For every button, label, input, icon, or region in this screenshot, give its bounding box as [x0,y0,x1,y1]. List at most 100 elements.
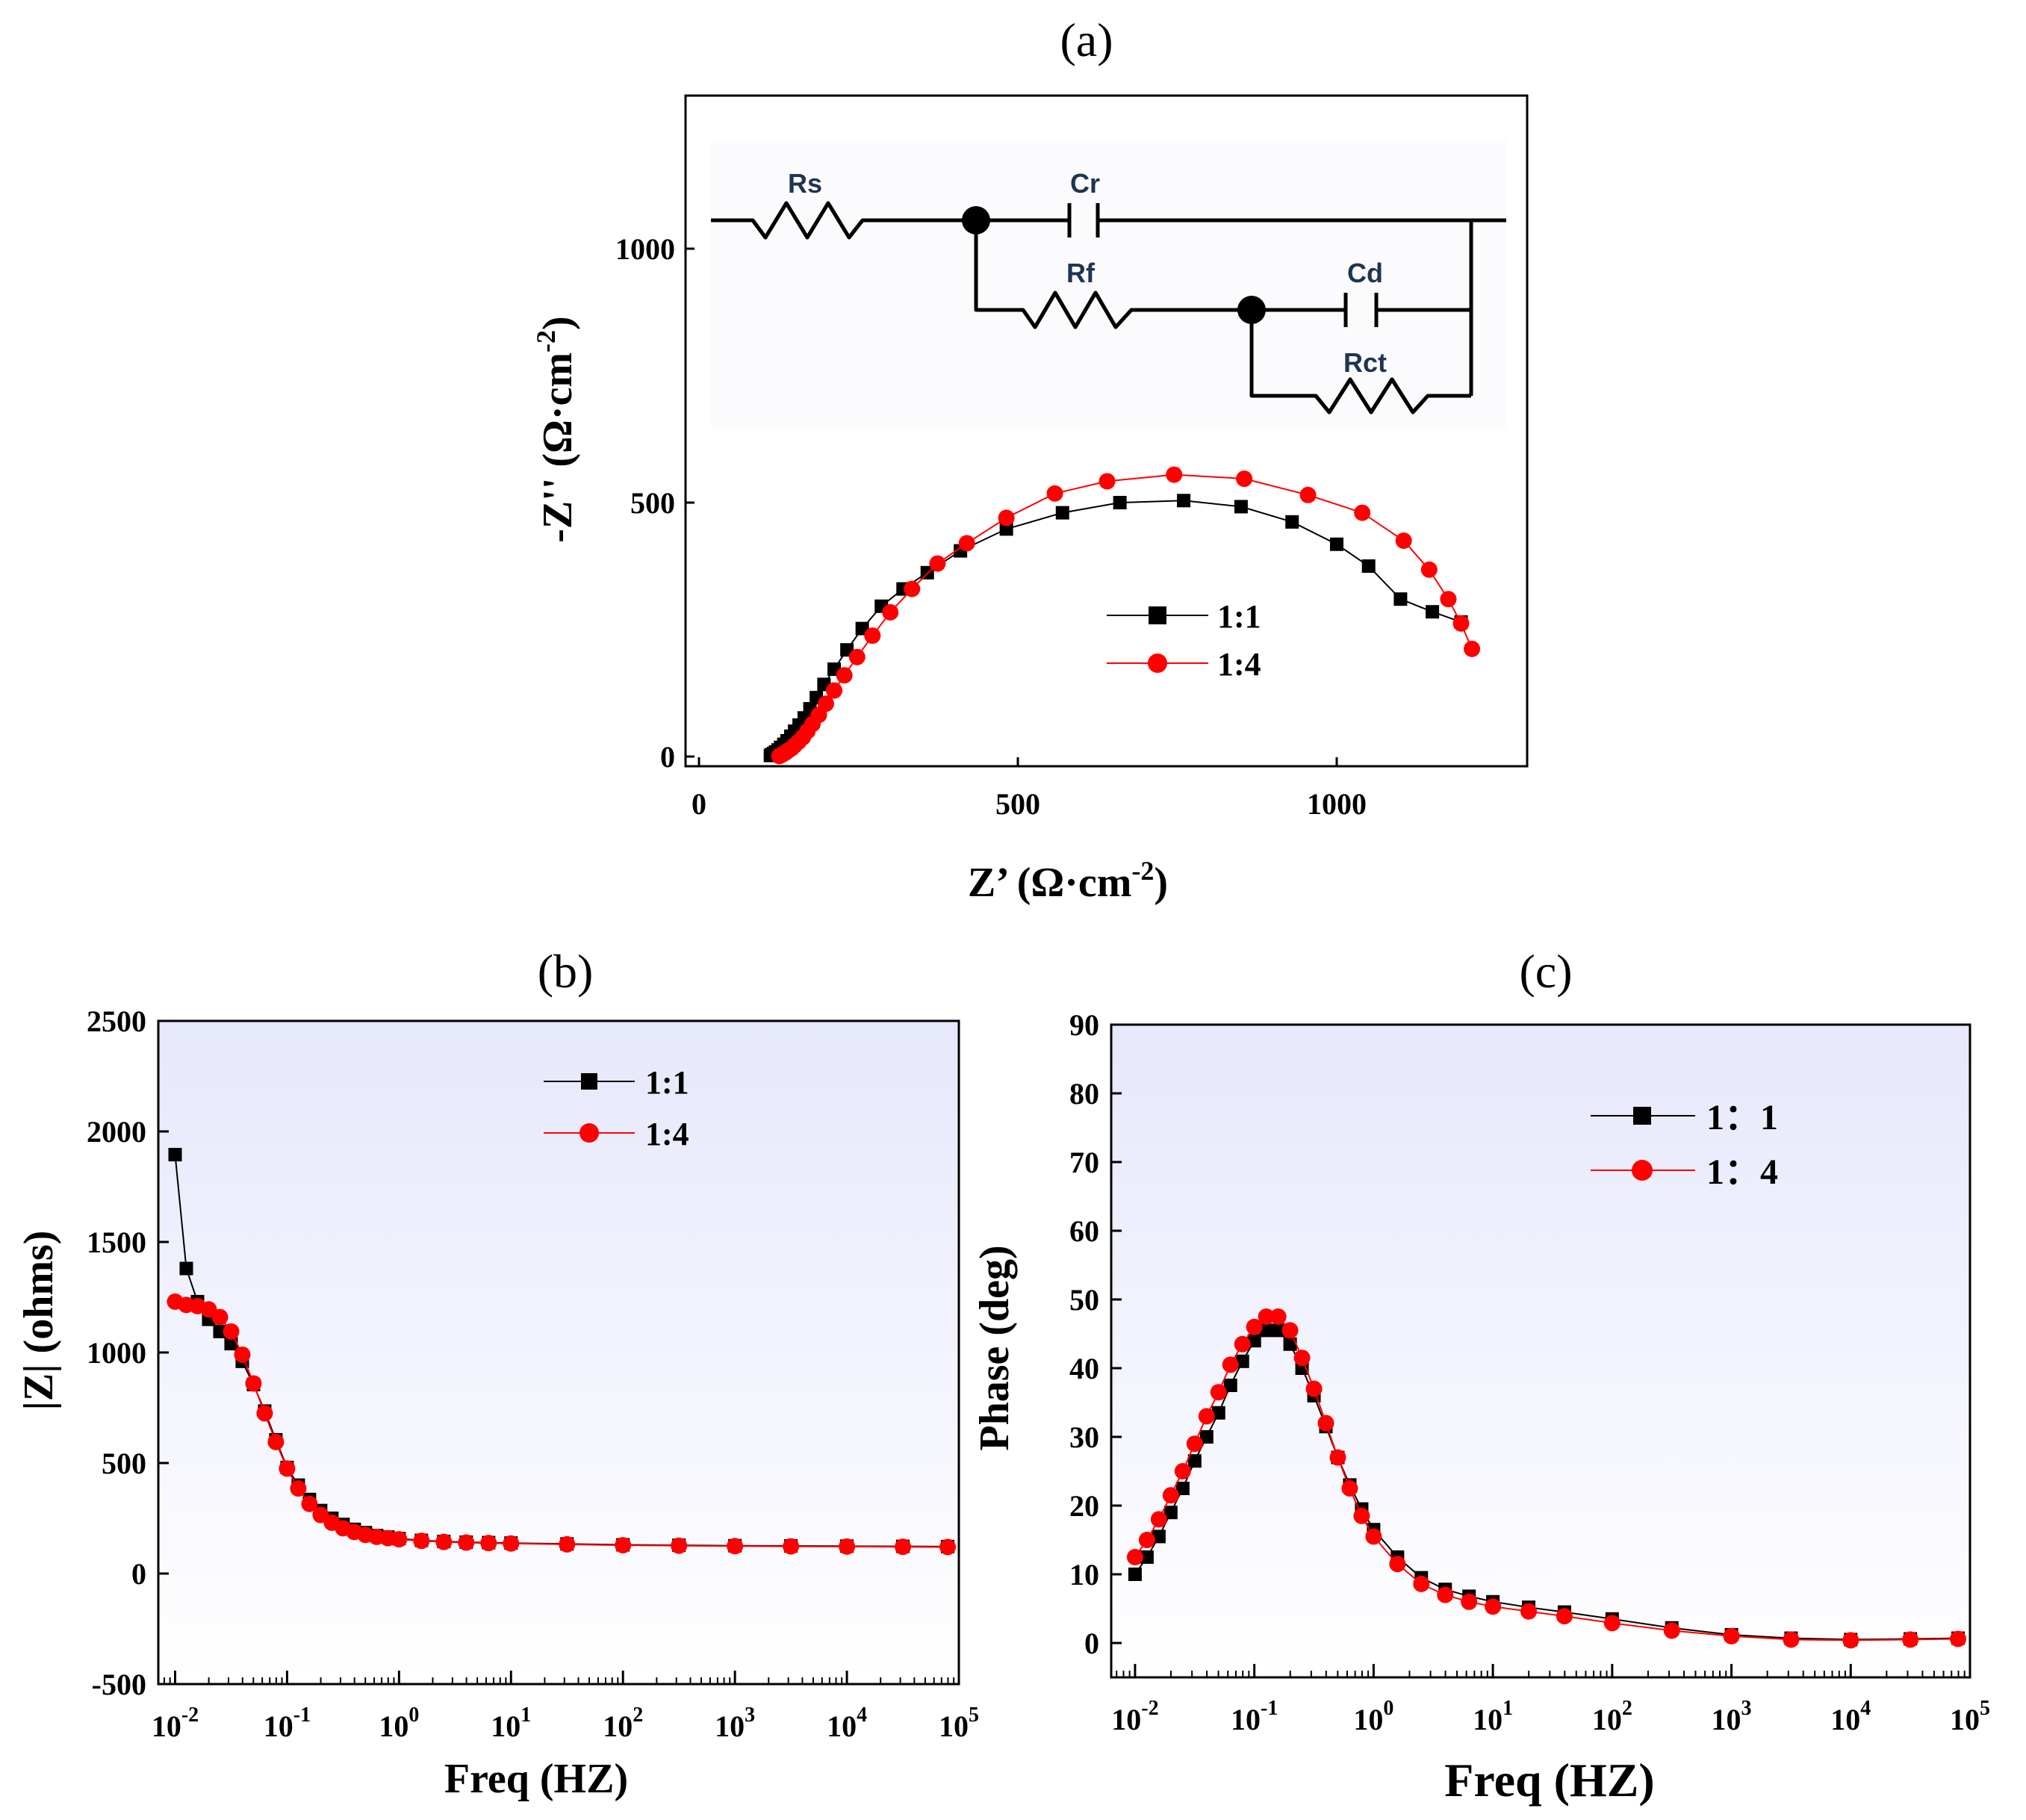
data-point-circle [1452,615,1470,632]
data-point-square [1223,1379,1237,1392]
panel-a-label: (a) [1060,13,1113,66]
x-tick-label: 100 [379,1703,419,1743]
data-point-circle [848,648,866,665]
data-point-circle [279,1460,296,1477]
data-point-circle [1305,1380,1323,1397]
data-point-square [1426,605,1440,619]
panel-a-x-tick-label: 500 [995,787,1040,821]
data-point-square [1234,500,1248,514]
data-point-square [1177,494,1191,508]
data-point-circle [1186,1435,1203,1453]
data-point-circle [939,1538,957,1556]
data-point-circle [1461,1593,1478,1610]
x-tick-label: 103 [1712,1697,1752,1736]
data-point-circle [1150,1511,1167,1528]
x-tick-label: 101 [491,1703,531,1743]
data-point-circle [1365,1528,1382,1545]
data-point-circle [1353,1507,1370,1524]
resistor-rct-icon [1314,377,1429,414]
data-point-circle [458,1534,475,1551]
panel-b-label: (b) [538,945,594,998]
y-tick-label: 50 [1069,1283,1099,1317]
legend-marker-circle-icon [1632,1160,1653,1181]
data-point-circle [1420,561,1438,578]
data-point-circle [615,1537,632,1554]
data-point-circle [1329,1449,1346,1466]
panel-c-plot-frame [1110,1023,1971,1679]
x-tick-label: 105 [939,1703,979,1743]
data-point-circle [1663,1622,1680,1639]
panel-a-ticks: 0 500 1000 0 500 1000 [615,232,1367,821]
circuit-label-rct: Rct [1343,347,1387,378]
data-point-circle [1413,1575,1430,1592]
data-point-circle [929,555,946,572]
y-tick-label: 2000 [87,1115,146,1149]
y-tick-label: 20 [1069,1489,1099,1523]
data-point-square [999,522,1013,536]
panel-a: (a) 0 500 1000 0 500 [531,13,1529,906]
panel-c-plot-area [1111,1025,1970,1677]
data-point-circle [1099,473,1116,490]
x-tick-label: 10-1 [1231,1697,1278,1736]
data-point-circle [1842,1632,1859,1649]
data-point-circle [1783,1631,1800,1648]
data-point-circle [1246,1318,1263,1335]
data-point-square [1211,1406,1225,1420]
data-point-circle [1485,1598,1502,1615]
panel-b-x-axis-title: Freq (HZ) [444,1756,628,1802]
panel-a-y-axis-title: -Z'' (Ω·cm-2) [531,316,581,542]
data-point-square [1113,496,1127,509]
x-tick-label: 103 [715,1703,755,1743]
data-point-square [1271,1323,1285,1338]
x-tick-label: 100 [1353,1697,1393,1736]
panel-b: (b) 10-2 10-1 100 101 102 103 104 105 -500 0 500 10… [16,945,979,1802]
panel-a-x-axis-title-sup: -2 [1131,856,1154,886]
x-tick-label: 102 [603,1703,643,1743]
data-point-circle [1440,591,1457,608]
data-point-circle [480,1535,497,1552]
panel-c-legend: 1：1 1：4 [1591,1098,1778,1192]
data-point-circle [1464,640,1481,657]
panel-a-x-tick-1000: 1000 [1307,757,1367,821]
panel-c: (c) 10-2 10-1 100 101 102 103 104 105 0 10 20 30 40 5… [972,945,1990,1807]
data-point-circle [267,1433,285,1450]
data-point-square [1361,559,1376,573]
panel-c-label: (c) [1519,945,1572,998]
y-tick-label: -500 [92,1668,146,1701]
data-point-circle [1281,1322,1299,1339]
circuit-diagram: Rs Cr Rf Cd Rct [711,140,1506,429]
x-tick-label: 104 [827,1703,867,1743]
panel-c-ticks: 10-2 10-1 100 101 102 103 104 105 0 10 20 30 40 50 60 7… [1069,1008,1990,1736]
data-point-square [1283,1337,1297,1351]
panel-a-y-tick-0: 0 [660,740,695,774]
y-tick-label: 60 [1069,1214,1099,1248]
y-tick-label: 80 [1069,1077,1099,1111]
panel-b-data [167,1148,957,1556]
y-tick-label: 10 [1069,1558,1099,1591]
data-point-circle [1222,1356,1239,1373]
data-point-circle [1603,1615,1621,1632]
data-point-square [213,1324,227,1338]
data-point-circle [817,695,834,712]
panel-a-x-tick-500: 500 [995,757,1040,821]
circuit-label-cr: Cr [1070,168,1100,199]
data-point-circle [1389,1556,1406,1573]
x-tick-label: 105 [1950,1697,1990,1736]
legend-label-1-4: 1:4 [645,1116,689,1152]
legend-label-1-1: 1:1 [645,1064,689,1101]
legend-label-1-1: 1:1 [1217,598,1261,635]
legend-marker-square-icon [1633,1107,1651,1125]
data-point-circle [839,1538,856,1555]
data-point-circle [1210,1384,1227,1401]
data-point-square [1163,1506,1178,1520]
y-tick-label: 0 [1084,1627,1099,1660]
y-tick-label: 90 [1069,1008,1099,1042]
data-point-square [1128,1568,1142,1581]
data-point-square [1199,1430,1214,1444]
data-point-circle [1234,1335,1251,1352]
legend-marker-square-icon [581,1073,597,1090]
data-point-circle [1520,1603,1538,1620]
data-point-square [1330,537,1343,551]
data-point-circle [211,1308,229,1326]
